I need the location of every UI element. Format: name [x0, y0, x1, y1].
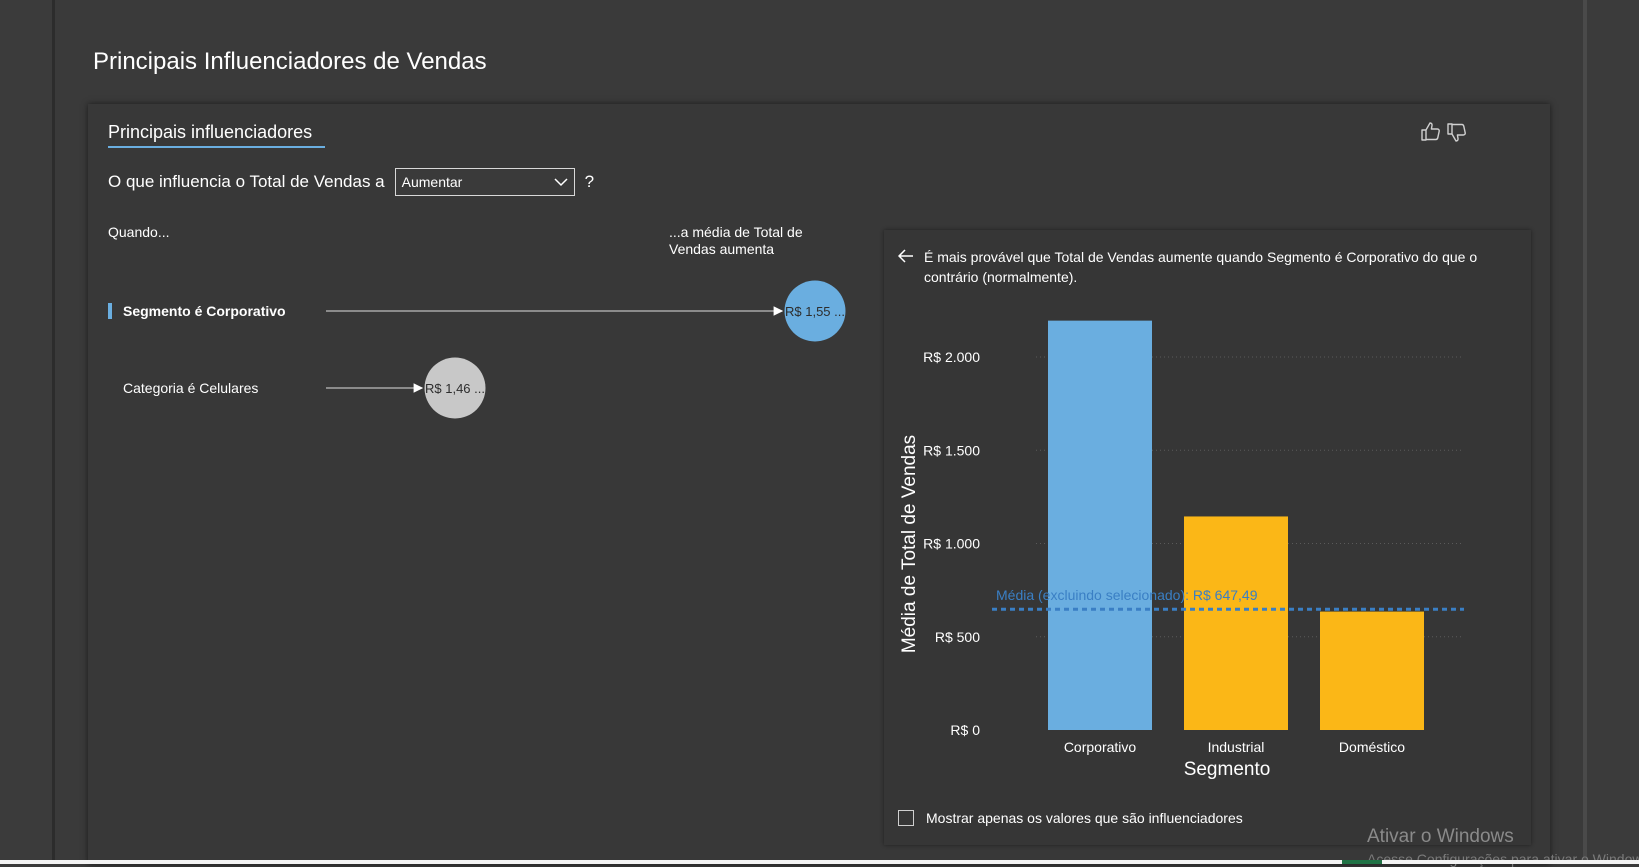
- x-axis-title: Segmento: [1184, 759, 1271, 780]
- y-tick-label: R$ 1.500: [923, 442, 980, 458]
- thumbs-down-icon[interactable]: [1445, 120, 1469, 144]
- bottom-status-bar: [0, 860, 1639, 864]
- column-header-average-line1: ...a média de Total de: [669, 224, 803, 240]
- influencer-bubbles: R$ 1,55 ... R$ 1,46 ...: [326, 280, 846, 419]
- chevron-down-icon: [554, 177, 568, 186]
- average-reference-label: Média (excluindo selecionado): R$ 647,49: [996, 587, 1258, 603]
- column-header-when: Quando...: [108, 224, 170, 240]
- thumbs-up-icon[interactable]: [1419, 120, 1443, 144]
- detail-description: É mais provável que Total de Vendas aume…: [924, 249, 1478, 285]
- back-button[interactable]: [897, 248, 914, 268]
- left-frame: [0, 0, 55, 864]
- influencer-value-categoria: R$ 1,46 ...: [425, 381, 485, 396]
- segment-bar-chart: Média (excluindo selecionado): R$ 647,49…: [899, 320, 1464, 780]
- y-tick-label: R$ 0: [950, 722, 980, 738]
- influencer-detail-pane: É mais provável que Total de Vendas aume…: [884, 230, 1531, 845]
- direction-dropdown[interactable]: Aumentar: [394, 168, 575, 196]
- question-prefix: O que influencia o Total de Vendas a: [108, 172, 385, 191]
- influence-question: O que influencia o Total de Vendas a Aum…: [108, 167, 594, 197]
- arrow-left-icon: [897, 249, 913, 263]
- bottom-status-accent: [1342, 860, 1382, 864]
- influencer-bubble-categoria[interactable]: [424, 357, 486, 419]
- selected-influencer-indicator: [108, 303, 112, 319]
- column-header-average-line2: Vendas aumenta: [669, 241, 775, 257]
- column-header-average: ...a média de Total de Vendas aumenta: [669, 224, 803, 258]
- x-tick-label: Corporativo: [1064, 739, 1137, 755]
- influencer-bubble-segmento[interactable]: [784, 280, 846, 342]
- x-tick-label: Industrial: [1208, 739, 1265, 755]
- report-title: Principais Influenciadores de Vendas: [93, 48, 487, 75]
- y-tick-label: R$ 2.000: [923, 349, 980, 365]
- y-axis-title: Média de Total de Vendas: [899, 435, 920, 653]
- dropdown-value: Aumentar: [401, 174, 463, 190]
- influencer-label-categoria[interactable]: Categoria é Celulares: [123, 380, 259, 396]
- influencer-label-segmento[interactable]: Segmento é Corporativo: [123, 303, 286, 319]
- influencers-only-checkbox-row[interactable]: Mostrar apenas os valores que são influe…: [898, 810, 1243, 826]
- right-frame: [1583, 0, 1639, 864]
- tab-key-influencers[interactable]: Principais influenciadores: [108, 122, 313, 142]
- bar-industrial: [1184, 516, 1288, 730]
- x-tick-label: Doméstico: [1339, 739, 1405, 755]
- y-tick-label: R$ 500: [935, 629, 980, 645]
- key-influencers-visual: Principais influenciadores O que influen…: [88, 104, 1550, 864]
- windows-activation-subtext: Acesse Configurações para ativar o Windo…: [1367, 851, 1639, 867]
- windows-activation-watermark: Ativar o Windows: [1367, 826, 1514, 847]
- checkbox-label: Mostrar apenas os valores que são influe…: [926, 810, 1243, 826]
- influencers-only-checkbox[interactable]: [898, 810, 914, 826]
- bar-doméstico: [1320, 611, 1424, 730]
- y-tick-label: R$ 1.000: [923, 536, 980, 552]
- bar-corporativo: [1048, 320, 1152, 730]
- question-mark: ?: [584, 172, 595, 191]
- influencer-value-segmento: R$ 1,55 ...: [785, 304, 845, 319]
- tab-underline: [108, 146, 325, 148]
